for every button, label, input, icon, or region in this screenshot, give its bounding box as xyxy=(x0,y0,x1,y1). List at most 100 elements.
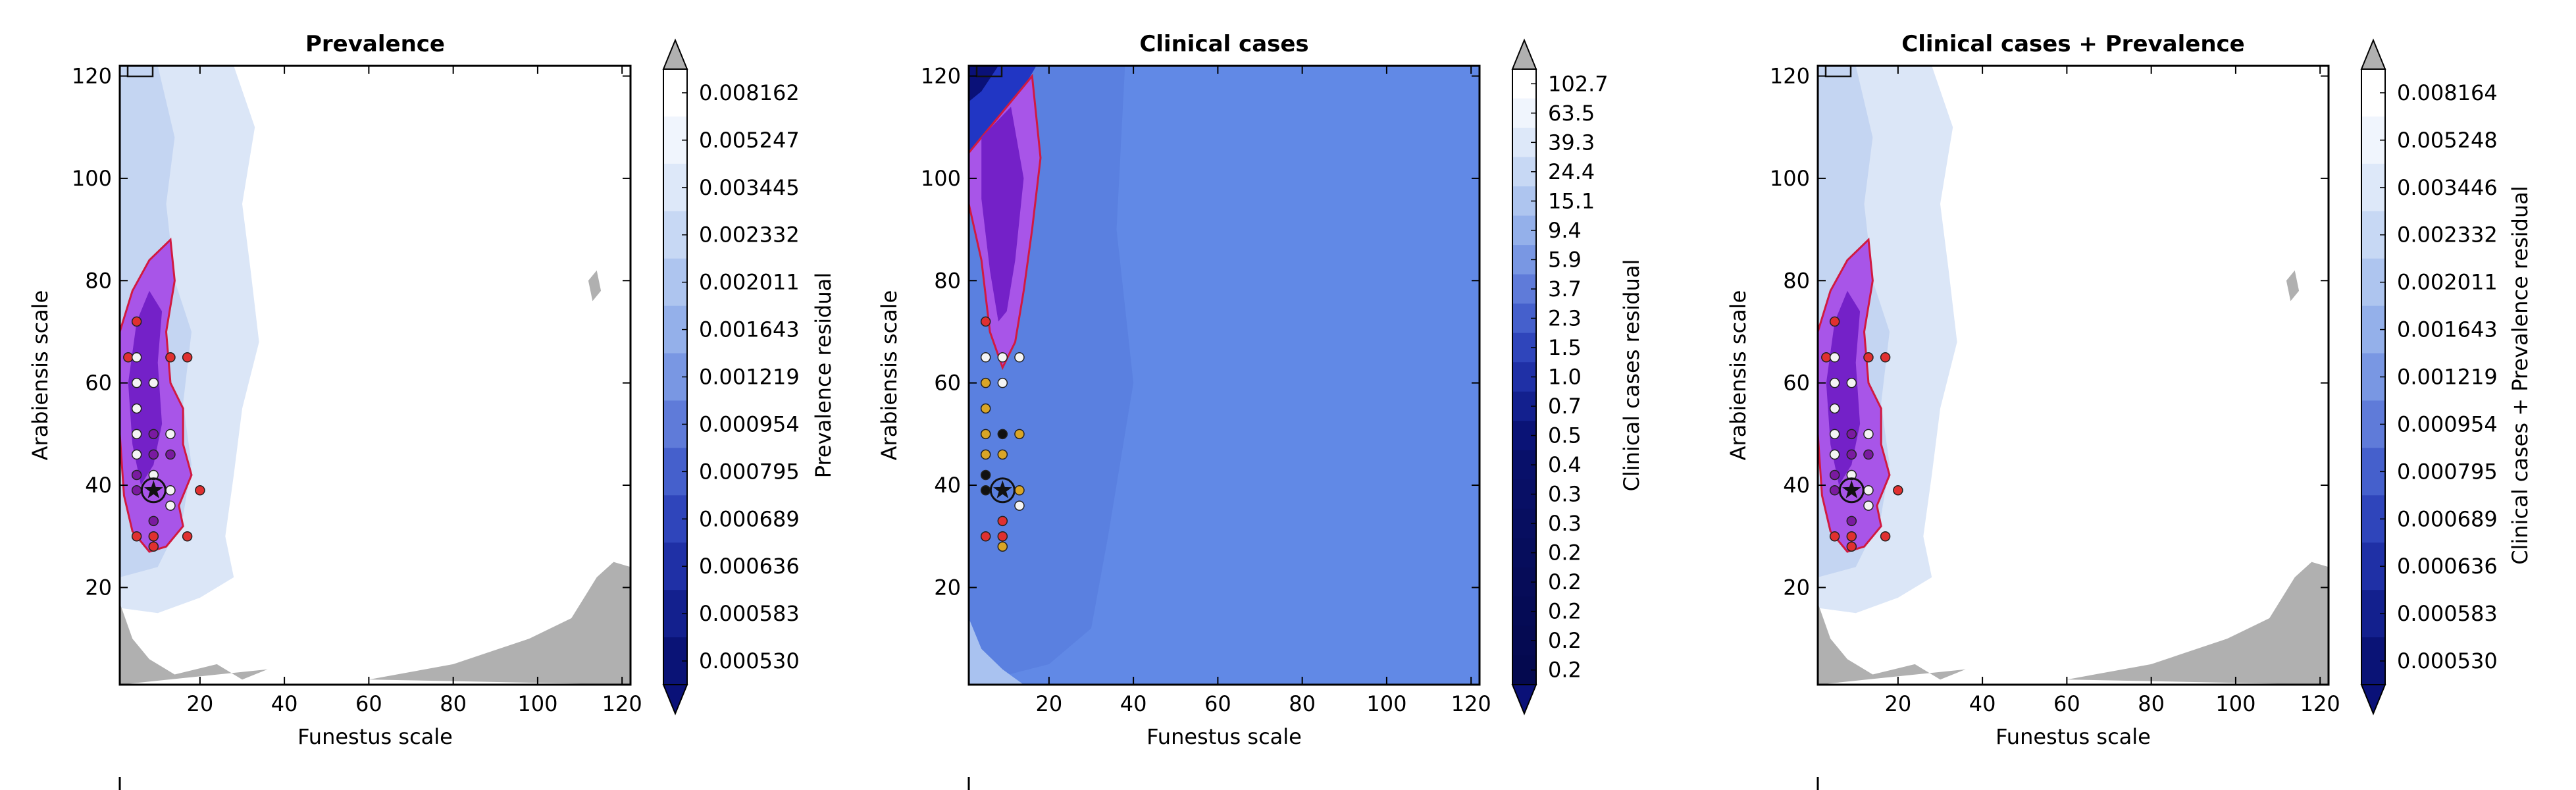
data-point xyxy=(1863,485,1874,496)
data-point xyxy=(148,429,159,440)
colorbar-level-label: 0.2 xyxy=(1548,540,1582,566)
gray-region-bottom-right xyxy=(2067,562,2329,685)
data-point xyxy=(980,485,991,496)
data-point xyxy=(131,352,142,363)
chart-title: Clinical cases + Prevalence xyxy=(1901,31,2245,57)
data-point xyxy=(182,352,193,363)
data-point xyxy=(165,449,176,460)
data-point xyxy=(1829,377,1840,388)
data-point xyxy=(1880,531,1891,542)
colorbar-level-label: 0.003445 xyxy=(699,175,800,200)
optimum-marker-star xyxy=(993,480,1012,498)
data-point xyxy=(1821,352,1832,363)
colorbar-level-label: 0.2 xyxy=(1548,628,1582,653)
optimum-marker-ring xyxy=(989,477,1016,504)
colorbar-level-label: 0.000689 xyxy=(699,506,800,531)
colorbar-level-label: 0.002332 xyxy=(2397,223,2498,248)
colorbar-level-label: 0.7 xyxy=(1548,394,1582,419)
colorbar-level-label: 0.2 xyxy=(1548,569,1582,594)
data-point xyxy=(997,541,1008,552)
data-point xyxy=(148,541,159,552)
data-point xyxy=(1014,352,1025,363)
y-tick-label: 20 xyxy=(934,575,961,600)
contour-layers xyxy=(969,66,1480,685)
data-point xyxy=(148,449,159,460)
data-point xyxy=(980,352,991,363)
y-tick-label: 100 xyxy=(72,166,112,191)
colorbar-level-label: 0.000530 xyxy=(699,648,800,673)
chart-title: Clinical cases xyxy=(1139,31,1308,57)
gray-region-spot xyxy=(588,270,602,302)
data-point xyxy=(131,485,142,496)
optimum-marker-ring xyxy=(1838,477,1865,504)
data-point xyxy=(123,352,134,363)
data-point xyxy=(997,449,1008,460)
x-tick-label: 60 xyxy=(2053,691,2080,716)
colorbar-extend-min xyxy=(1511,684,1537,716)
data-point xyxy=(165,429,176,440)
contour-band-corner-light xyxy=(969,618,1024,685)
data-point xyxy=(1846,541,1857,552)
data-point xyxy=(1829,352,1840,363)
colorbar-level-label: 0.001219 xyxy=(699,365,800,390)
data-point xyxy=(1863,352,1874,363)
colorbar-level-label: 0.000954 xyxy=(2397,411,2498,436)
data-point xyxy=(131,449,142,460)
data-point xyxy=(1014,500,1025,511)
y-axis-label: Arabiensis scale xyxy=(28,290,53,461)
x-tick-label: 80 xyxy=(1289,691,1316,716)
colorbar-frame xyxy=(663,68,688,685)
colorbar-level-label: 0.008164 xyxy=(2397,80,2498,105)
colorbar-level-label: 0.000954 xyxy=(699,411,800,436)
data-point xyxy=(1829,449,1840,460)
colorbar-extend-min xyxy=(2360,684,2386,716)
x-tick-label: 120 xyxy=(1451,691,1491,716)
colorbar-level-label: 0.005247 xyxy=(699,128,800,153)
data-point xyxy=(165,485,176,496)
colorbar: 0.008162 0.005247 0.003445 0.002332 0.002011… xyxy=(662,38,836,716)
colorbar-level-label: 0.002011 xyxy=(699,270,800,295)
data-point xyxy=(980,316,991,327)
purple-core xyxy=(981,107,1024,322)
colorbar-label: Clinical cases + Prevalence residual xyxy=(2508,186,2533,564)
data-point xyxy=(1863,449,1874,460)
colorbar-extend-max xyxy=(662,38,688,70)
x-tick-label: 60 xyxy=(355,691,382,716)
data-point xyxy=(131,531,142,542)
y-tick-label: 20 xyxy=(1783,575,1810,600)
colorbar-label: Clinical cases residual xyxy=(1619,259,1644,492)
colorbar-level-label: 0.000583 xyxy=(699,601,800,626)
data-point xyxy=(1829,316,1840,327)
x-tick-label: 80 xyxy=(2138,691,2165,716)
colorbar-level-label: 0.002011 xyxy=(2397,270,2498,295)
data-point xyxy=(1829,429,1840,440)
data-point xyxy=(1863,500,1874,511)
colorbar-level-label: 0.000583 xyxy=(2397,601,2498,626)
data-point xyxy=(980,429,991,440)
chart-title: Prevalence xyxy=(305,31,445,57)
data-point xyxy=(1846,531,1857,542)
colorbar-level-label: 0.3 xyxy=(1548,511,1582,536)
y-tick-label: 60 xyxy=(934,371,961,396)
colorbar-level-label: 0.008162 xyxy=(699,80,800,105)
colorbar-level-label: 0.000530 xyxy=(2397,648,2498,673)
x-axis-label: Funestus scale xyxy=(297,724,453,749)
y-tick-label: 120 xyxy=(921,64,961,89)
plot-frame xyxy=(118,65,632,686)
data-point xyxy=(997,515,1008,527)
colorbar-level-label: 15.1 xyxy=(1548,188,1595,213)
colorbar-level-label: 2.3 xyxy=(1548,305,1582,330)
data-point xyxy=(1880,352,1891,363)
x-axis-label: Funestus scale xyxy=(1996,724,2151,749)
x-tick-label: 20 xyxy=(186,691,213,716)
optimum-marker-star xyxy=(1842,480,1861,498)
colorbar-frame xyxy=(1512,68,1537,685)
y-tick-label: 60 xyxy=(85,371,112,396)
y-tick-label: 40 xyxy=(1783,473,1810,498)
colorbar-level-label: 0.000636 xyxy=(2397,554,2498,579)
colorbar: 102.7 63.5 39.3 24.4 15.1 9.4 5.9 3.7 2.3 1.5 1.0 0… xyxy=(1511,38,1644,716)
colorbar-extend-min xyxy=(662,684,688,716)
data-point xyxy=(148,469,159,481)
chart-panel-3: 20 40 60 80 100 120 20 40 60 80 100 120 Clinical cas… xyxy=(1726,31,2533,790)
data-point xyxy=(1846,377,1857,388)
